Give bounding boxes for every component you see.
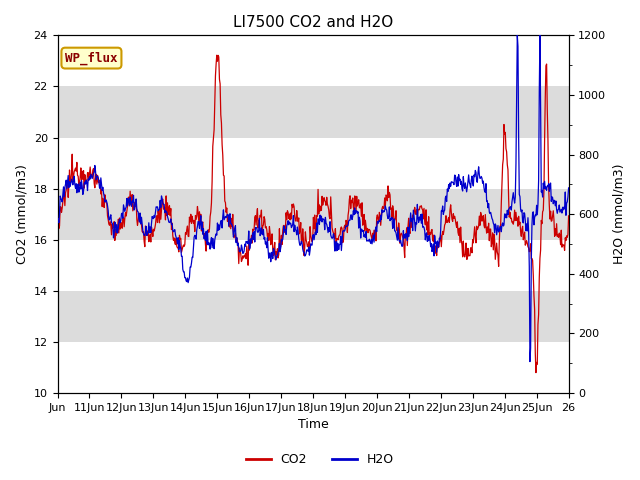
X-axis label: Time: Time — [298, 419, 328, 432]
Y-axis label: CO2 (mmol/m3): CO2 (mmol/m3) — [15, 164, 28, 264]
Bar — [58, 189, 568, 240]
Legend: CO2, H2O: CO2, H2O — [241, 448, 399, 471]
Bar — [58, 138, 568, 189]
Bar — [58, 240, 568, 291]
Text: WP_flux: WP_flux — [65, 51, 118, 65]
Title: LI7500 CO2 and H2O: LI7500 CO2 and H2O — [233, 15, 393, 30]
Bar — [58, 86, 568, 138]
Bar — [58, 342, 568, 393]
Bar — [58, 36, 568, 86]
Y-axis label: H2O (mmol/m3): H2O (mmol/m3) — [612, 164, 625, 264]
Bar — [58, 291, 568, 342]
